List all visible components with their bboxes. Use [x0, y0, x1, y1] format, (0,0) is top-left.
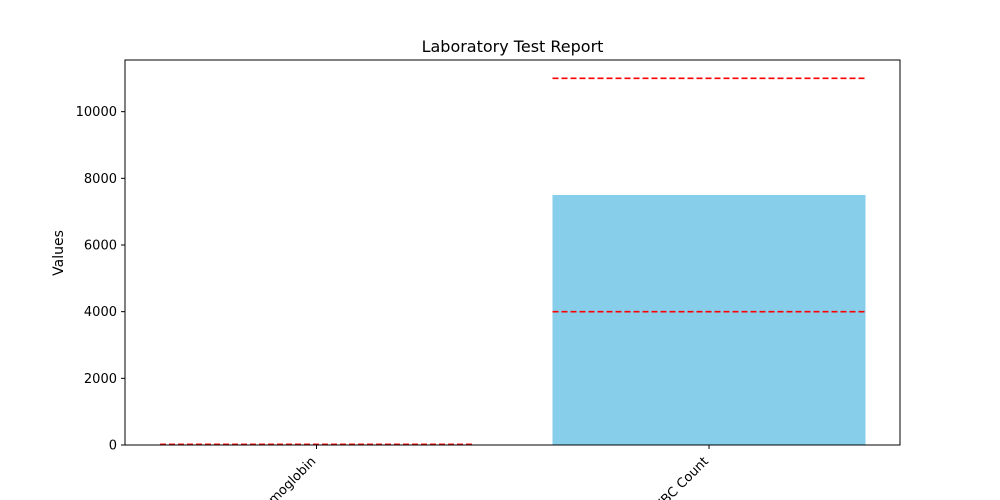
- y-tick-label: 2000: [84, 372, 117, 387]
- y-axis-label: Values: [51, 230, 67, 276]
- x-axis: Hemoglobin WBC Count: [253, 445, 712, 500]
- x-tick-label: WBC Count: [649, 454, 711, 500]
- plot-frame: [124, 59, 901, 446]
- y-tick-label: 8000: [84, 172, 117, 187]
- chart-title: Laboratory Test Report: [422, 37, 604, 56]
- y-tick-label: 0: [109, 439, 117, 454]
- bar-1: [552, 195, 866, 445]
- y-tick-label: 10000: [76, 105, 117, 120]
- y-tick-label: 6000: [84, 239, 117, 254]
- y-tick-label: 4000: [84, 305, 117, 320]
- x-tick-label: Hemoglobin: [253, 454, 319, 500]
- y-axis: 0 2000 4000 6000 8000 10000: [76, 105, 125, 454]
- plot-area: [160, 77, 866, 446]
